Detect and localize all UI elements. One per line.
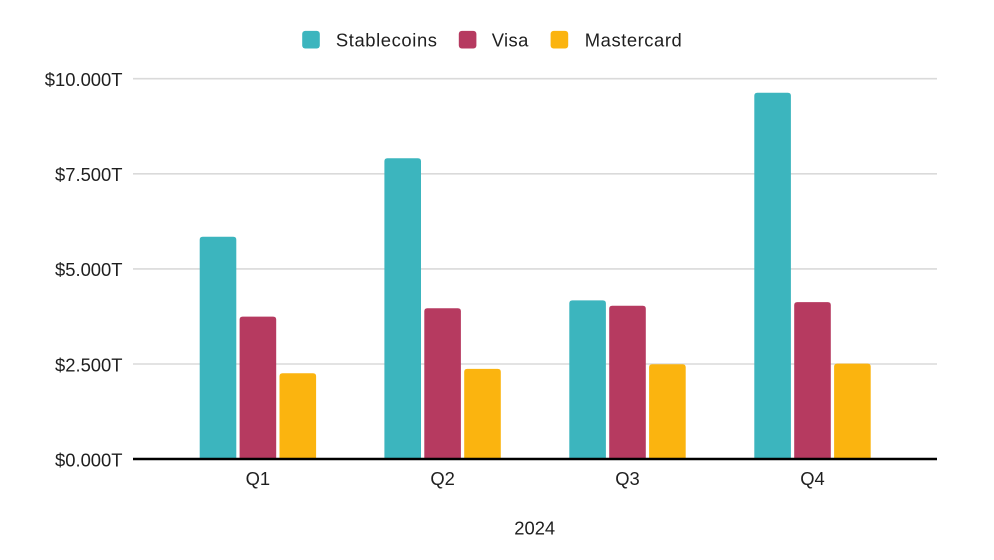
svg-text:Q1: Q1 [246, 468, 271, 489]
svg-text:Stablecoins: Stablecoins [336, 29, 438, 50]
svg-text:Q2: Q2 [430, 468, 455, 489]
svg-text:$7.500T: $7.500T [55, 164, 122, 185]
svg-text:Q3: Q3 [615, 468, 640, 489]
svg-text:$5.000T: $5.000T [55, 259, 122, 280]
svg-text:$2.500T: $2.500T [55, 354, 122, 375]
svg-text:$10.000T: $10.000T [45, 69, 123, 90]
svg-text:Mastercard: Mastercard [585, 29, 682, 50]
svg-text:2024: 2024 [514, 518, 555, 539]
svg-text:Visa: Visa [492, 29, 529, 50]
svg-text:$0.000T: $0.000T [55, 449, 122, 470]
svg-text:Q4: Q4 [800, 468, 825, 489]
